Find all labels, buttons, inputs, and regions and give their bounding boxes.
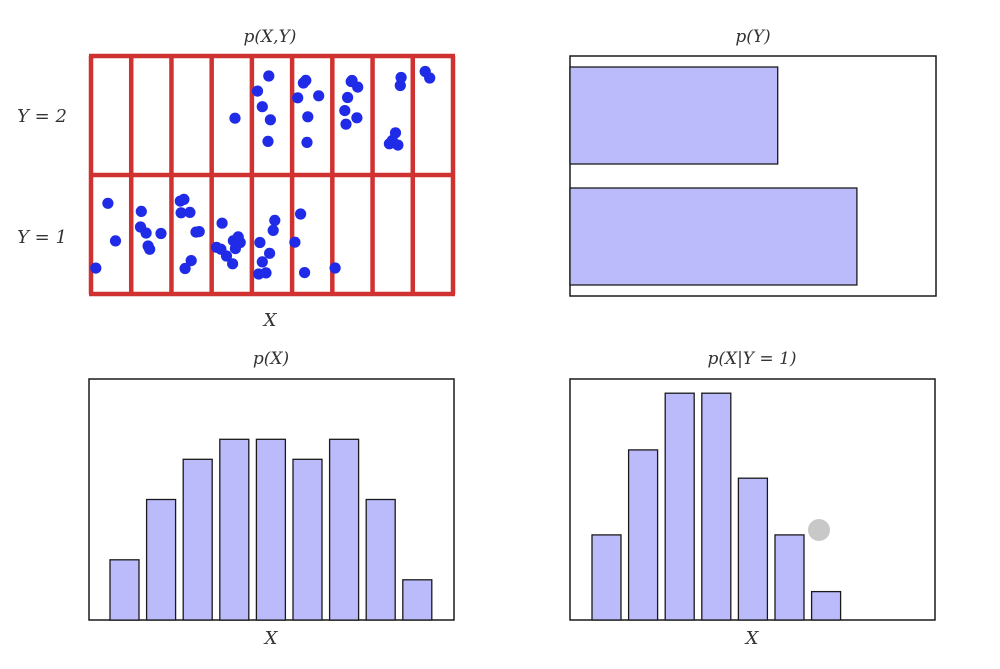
data-point: [342, 91, 354, 104]
joint-distribution-panel: p(X,Y) Y = 2 Y = 1 X: [17, 27, 456, 331]
data-point: [389, 127, 402, 139]
row-label-y2: Y = 2: [17, 106, 67, 127]
data-point: [395, 71, 407, 84]
bar-y1: [569, 187, 858, 286]
data-point: [300, 74, 312, 86]
px-bar-3: [182, 458, 213, 621]
data-point: [329, 262, 341, 274]
data-point: [292, 92, 304, 104]
data-point: [227, 258, 239, 270]
data-point: [260, 267, 272, 279]
px-bar-4: [219, 438, 250, 621]
pc-bar-6: [774, 534, 805, 621]
joint-panel-title: p(X,Y): [244, 27, 297, 47]
data-point: [289, 236, 301, 248]
data-point: [351, 112, 363, 124]
conditional-panel: p(X|Y = 1) X: [569, 349, 936, 649]
px-bar-8: [365, 498, 396, 621]
px-bar-1: [109, 559, 140, 621]
data-point: [313, 90, 325, 102]
data-point: [267, 224, 279, 236]
data-point: [140, 227, 152, 239]
px-bar-2: [145, 498, 177, 621]
data-point: [185, 255, 197, 267]
data-point: [179, 262, 191, 275]
marginal-x-axis-label: X: [263, 628, 279, 649]
pc-bar-2: [627, 449, 659, 621]
conditional-bars: [591, 392, 842, 621]
presenter-cursor: [808, 519, 830, 541]
data-point: [264, 114, 276, 126]
data-point: [144, 243, 156, 255]
marginal-y-title: p(Y): [735, 27, 770, 47]
data-point: [424, 72, 436, 84]
px-bar-9: [402, 579, 433, 621]
data-point: [232, 231, 244, 243]
joint-grid: [88, 53, 456, 297]
data-point: [184, 206, 196, 218]
marginal-x-title: p(X): [253, 349, 289, 369]
data-point: [90, 262, 102, 274]
row-label-y1: Y = 1: [17, 227, 67, 248]
data-point: [295, 208, 307, 220]
px-bar-6: [292, 458, 323, 621]
data-point: [383, 138, 395, 150]
data-point: [216, 217, 228, 229]
data-point: [269, 214, 281, 226]
data-point: [102, 197, 114, 209]
data-point: [256, 256, 268, 268]
data-point: [193, 226, 205, 238]
px-bar-7: [328, 438, 360, 621]
conditional-title: p(X|Y = 1): [707, 349, 796, 369]
data-point: [345, 76, 357, 88]
data-point: [392, 139, 404, 151]
data-point: [302, 111, 314, 123]
pc-bar-5: [737, 477, 769, 621]
marginal-y-bars: [569, 66, 858, 286]
data-point: [263, 70, 275, 82]
data-point: [340, 118, 352, 130]
conditional-x-axis-label: X: [744, 628, 760, 649]
joint-points: [90, 65, 436, 280]
data-point: [109, 235, 122, 247]
joint-x-axis-label: X: [262, 310, 278, 331]
data-point: [135, 205, 147, 217]
data-point: [251, 85, 264, 97]
data-point: [229, 112, 241, 124]
data-point: [254, 236, 266, 249]
pc-bar-1: [591, 534, 622, 621]
data-point: [299, 267, 311, 279]
bar-y2: [569, 66, 779, 165]
pc-bar-4: [701, 392, 732, 621]
marginal-y-frame: [569, 55, 937, 297]
data-point: [301, 136, 313, 148]
data-point: [215, 243, 227, 255]
data-point: [339, 105, 351, 117]
marginal-x-panel: p(X) X: [88, 349, 455, 649]
data-point: [262, 135, 274, 147]
pc-bar-3: [664, 392, 695, 621]
data-point: [178, 193, 190, 205]
px-bar-5: [255, 438, 287, 621]
data-point: [264, 247, 276, 259]
data-point: [175, 207, 187, 219]
pc-bar-7: [810, 590, 842, 621]
marginal-y-panel: p(Y): [569, 27, 937, 297]
marginal-x-bars: [109, 438, 433, 621]
data-point: [256, 101, 268, 113]
data-point: [155, 227, 167, 240]
